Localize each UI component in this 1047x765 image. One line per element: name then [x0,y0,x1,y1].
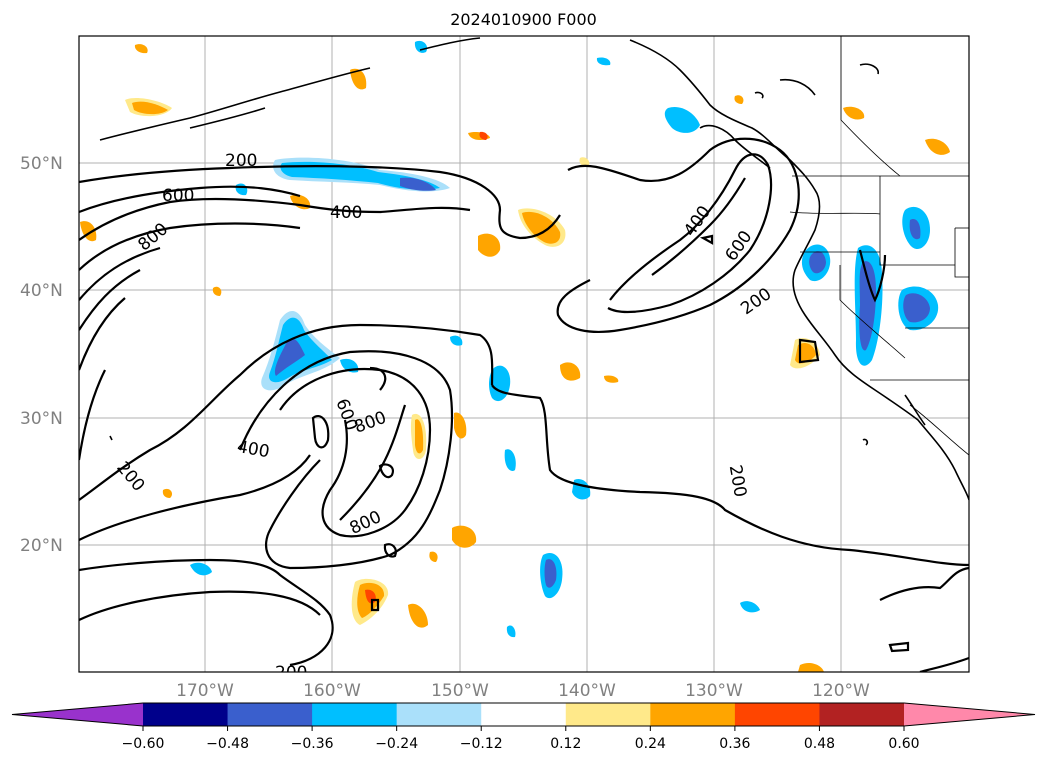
lon-label: 130°W [685,681,743,701]
colorbar-tick-label: −0.12 [460,736,503,752]
colorbar-tick-label: 0.36 [719,736,750,752]
colorbar-tick-label: 0.24 [635,736,666,752]
contour-label: 400 [330,203,362,223]
contour-label: 600 [162,186,194,206]
colorbar-segment [481,703,567,726]
lat-label: 20°N [20,536,63,556]
lon-label: 150°W [431,681,489,701]
coastlines [99,37,969,501]
contour-label: 800 [134,219,172,255]
contour-label: 200 [112,458,148,496]
colorbar-extend-low [12,703,143,726]
colorbar-tick-label: −0.24 [375,736,418,752]
lat-label: 50°N [20,154,63,174]
contour-label: 800 [352,408,389,438]
colorbar-tick-label: −0.60 [122,736,165,752]
contour-label: 200 [275,663,307,683]
lat-label: 30°N [20,409,63,429]
colorbar-segment [396,703,482,726]
lon-label: 170°W [176,681,234,701]
colorbar-segment [312,703,398,726]
colorbar-segment [565,703,651,726]
colorbar-segment [227,703,313,726]
lat-label: 40°N [20,281,63,301]
colorbar: −0.60 −0.48 −0.36 −0.24 −0.12 0.12 0.24 0.36 0.4… [11,702,1036,752]
colorbar-segment [143,703,229,726]
colorbar-tick-label: −0.48 [206,736,249,752]
map-frame [78,35,970,673]
shaded-anomalies [80,40,950,672]
map-area: 200 600 800 400 400 600 200 600 800 400 … [79,36,969,683]
colorbar-segment [650,703,736,726]
contour-labels: 200 600 800 400 400 600 200 600 800 400 … [112,151,775,683]
contour-label: 400 [236,437,271,462]
contours [79,137,969,672]
map-title: 2024010900 F000 [450,10,597,29]
colorbar-tick-label: 0.48 [804,736,835,752]
colorbar-segment [819,703,905,726]
lon-label: 120°W [812,681,870,701]
borders [789,36,969,456]
colorbar-tick-label: 0.60 [888,736,919,752]
colorbar-segment [734,703,820,726]
lon-label: 160°W [303,681,361,701]
latitude-labels: 50°N 40°N 30°N 20°N [20,154,63,556]
longitude-labels: 170°W 160°W 150°W 140°W 130°W 120°W [176,681,870,701]
contour-label: 200 [725,463,750,498]
colorbar-tick-label: −0.36 [291,736,334,752]
gridlines [79,36,969,672]
contour-label: 200 [737,284,775,319]
lon-label: 140°W [558,681,616,701]
colorbar-extend-high [904,703,1035,726]
contour-label: 200 [225,151,257,171]
colorbar-tick-label: 0.12 [550,736,581,752]
